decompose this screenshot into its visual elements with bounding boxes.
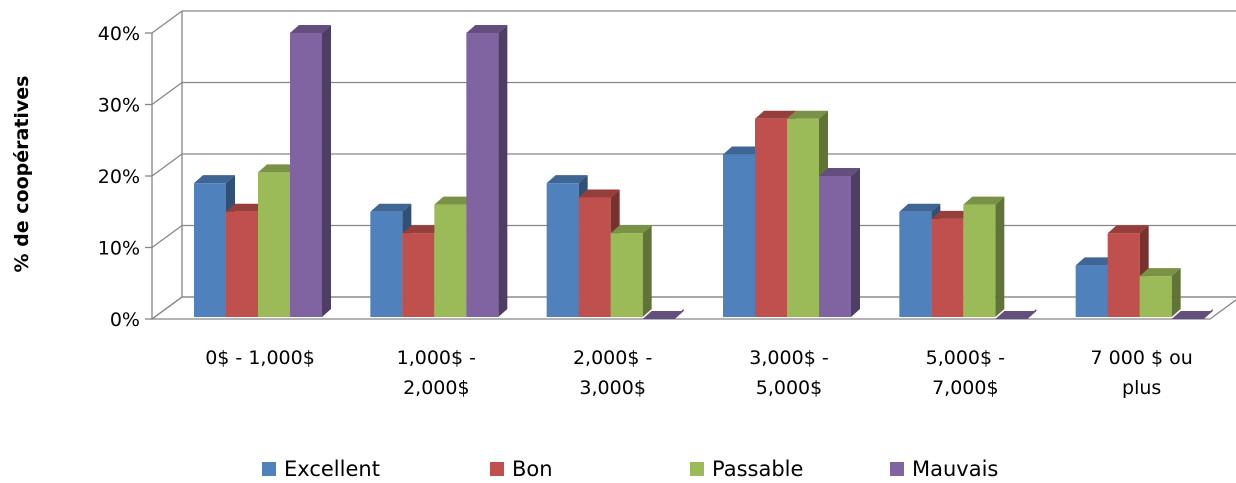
bar-side bbox=[1171, 268, 1181, 317]
bar-front bbox=[899, 211, 932, 317]
bar-top bbox=[1139, 268, 1181, 277]
y-tick-label: 20% bbox=[98, 166, 140, 188]
bar-top bbox=[466, 25, 508, 33]
bar-top bbox=[963, 196, 1005, 205]
bar-top bbox=[1075, 257, 1117, 266]
bar-front bbox=[402, 233, 435, 317]
bar-top bbox=[434, 196, 476, 205]
bar-top bbox=[819, 168, 860, 176]
legend: Excellent Bon Passable Mauvais bbox=[262, 457, 998, 481]
bar-top bbox=[402, 225, 444, 234]
floor bbox=[150, 296, 1236, 320]
bar-front bbox=[1075, 265, 1108, 317]
legend-item: Passable bbox=[690, 457, 803, 481]
bar-top bbox=[370, 203, 412, 212]
legend-item: Excellent bbox=[262, 457, 380, 481]
category-label: 3,000$ -5,000$ bbox=[749, 347, 828, 399]
bar-top bbox=[258, 164, 299, 173]
category-label: 1,000$ -2,000$ bbox=[397, 347, 476, 399]
bar-top bbox=[546, 175, 588, 184]
bar bbox=[290, 25, 331, 317]
legend-swatch bbox=[262, 462, 276, 476]
legend-swatch bbox=[490, 462, 504, 476]
bar-front bbox=[226, 211, 258, 317]
bar-front bbox=[1139, 276, 1172, 317]
gridlines bbox=[151, 10, 1236, 320]
gridline-depth bbox=[151, 10, 183, 34]
bar bbox=[466, 25, 508, 317]
bar-side bbox=[995, 196, 1005, 317]
legend-label: Passable bbox=[712, 457, 803, 481]
bar-top bbox=[995, 311, 1037, 319]
bar-top bbox=[642, 311, 684, 319]
axes bbox=[145, 11, 1236, 320]
bar-top bbox=[931, 210, 973, 219]
legend-item: Bon bbox=[490, 457, 553, 481]
category-label: 0$ - 1,000$ bbox=[205, 347, 315, 369]
gridline-depth bbox=[151, 224, 183, 249]
bar-front bbox=[370, 211, 403, 317]
legend-swatch bbox=[890, 462, 904, 476]
bar-top bbox=[194, 175, 235, 184]
bar-front bbox=[290, 33, 322, 317]
y-tick-label: 10% bbox=[98, 238, 140, 260]
bar-front bbox=[258, 172, 290, 317]
legend-swatch bbox=[690, 462, 704, 476]
bar-front bbox=[466, 33, 499, 317]
bar bbox=[1139, 268, 1181, 317]
bar-top bbox=[226, 203, 267, 212]
bar-top bbox=[899, 203, 941, 212]
bar bbox=[963, 196, 1005, 317]
legend-label: Bon bbox=[512, 457, 553, 481]
bar-top bbox=[723, 146, 764, 155]
bar bbox=[610, 225, 652, 317]
bar-front bbox=[546, 183, 579, 317]
bar-side bbox=[642, 225, 652, 317]
bar-front bbox=[434, 204, 467, 317]
y-axis-title: % de coopératives bbox=[11, 76, 33, 273]
bar bbox=[995, 309, 1037, 319]
bar-front bbox=[819, 176, 851, 317]
bar bbox=[819, 168, 860, 317]
bar-front bbox=[963, 204, 996, 317]
bar-front bbox=[723, 154, 755, 317]
bar-top bbox=[610, 225, 652, 234]
bar-front bbox=[578, 197, 611, 317]
legend-label: Mauvais bbox=[912, 457, 998, 481]
bar-front bbox=[931, 218, 964, 317]
bar-front bbox=[194, 183, 226, 317]
bar-side bbox=[498, 25, 508, 317]
y-tick-label: 40% bbox=[98, 23, 140, 45]
x-category-labels: 0$ - 1,000$ 1,000$ -2,000$ 2,000$ -3,000$ 3… bbox=[205, 347, 1193, 399]
bar-front bbox=[787, 118, 819, 317]
y-tick-label: 30% bbox=[98, 95, 140, 117]
gridline-depth bbox=[151, 81, 183, 106]
bar-front bbox=[1107, 233, 1140, 317]
bar-top bbox=[787, 110, 828, 119]
bar-top bbox=[755, 110, 796, 119]
category-label: 5,000$ -7,000$ bbox=[926, 347, 1005, 399]
bar-side bbox=[322, 25, 331, 317]
y-tick-label: 0% bbox=[110, 309, 140, 331]
bar-top bbox=[1171, 311, 1213, 319]
y-tick-labels: 0% 10% 20% 30% 40% bbox=[98, 23, 140, 331]
bar bbox=[1171, 309, 1213, 319]
bar bbox=[642, 309, 684, 319]
legend-item: Mauvais bbox=[890, 457, 998, 481]
bar-front bbox=[610, 233, 643, 317]
bar-side bbox=[851, 168, 860, 317]
bar-front bbox=[755, 118, 787, 317]
bar-top bbox=[578, 189, 620, 198]
bar-top bbox=[290, 25, 331, 33]
category-label: 2,000$ -3,000$ bbox=[573, 347, 652, 399]
bar-top bbox=[1107, 225, 1149, 234]
bars bbox=[194, 25, 1213, 319]
gridline-depth bbox=[151, 153, 183, 177]
category-label: 7 000 $ ou plus bbox=[1091, 347, 1193, 399]
legend-label: Excellent bbox=[284, 457, 380, 481]
